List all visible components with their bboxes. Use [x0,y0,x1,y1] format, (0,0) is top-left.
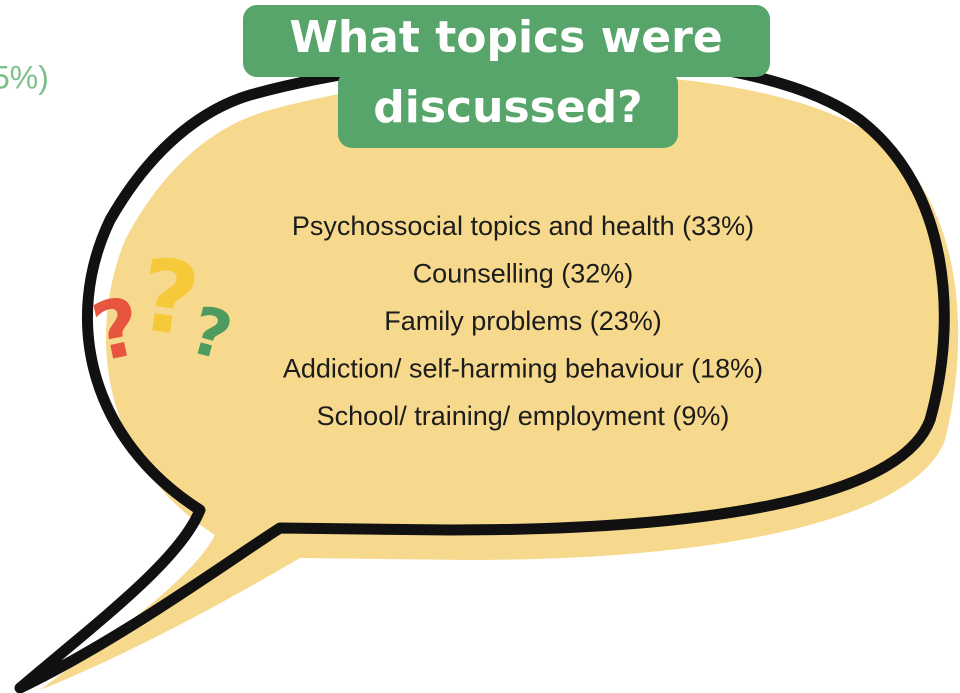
topic-item: Addiction/ self-harming behaviour (18%) [283,354,763,384]
topic-item: Counselling (32%) [413,259,634,289]
topic-item: Family problems (23%) [384,306,662,336]
title-line: What topics were [289,12,722,63]
topic-item: School/ training/ employment (9%) [317,401,730,431]
bubble-outline [14,50,950,693]
topic-item: Psychossocial topics and health (33%) [292,211,754,241]
title-line: discussed? [373,82,642,133]
title-box [338,70,678,148]
title-box [243,5,770,77]
cut-text: 5%) [0,59,49,95]
topic-list: Psychossocial topics and health (33%) Cou… [283,211,763,431]
